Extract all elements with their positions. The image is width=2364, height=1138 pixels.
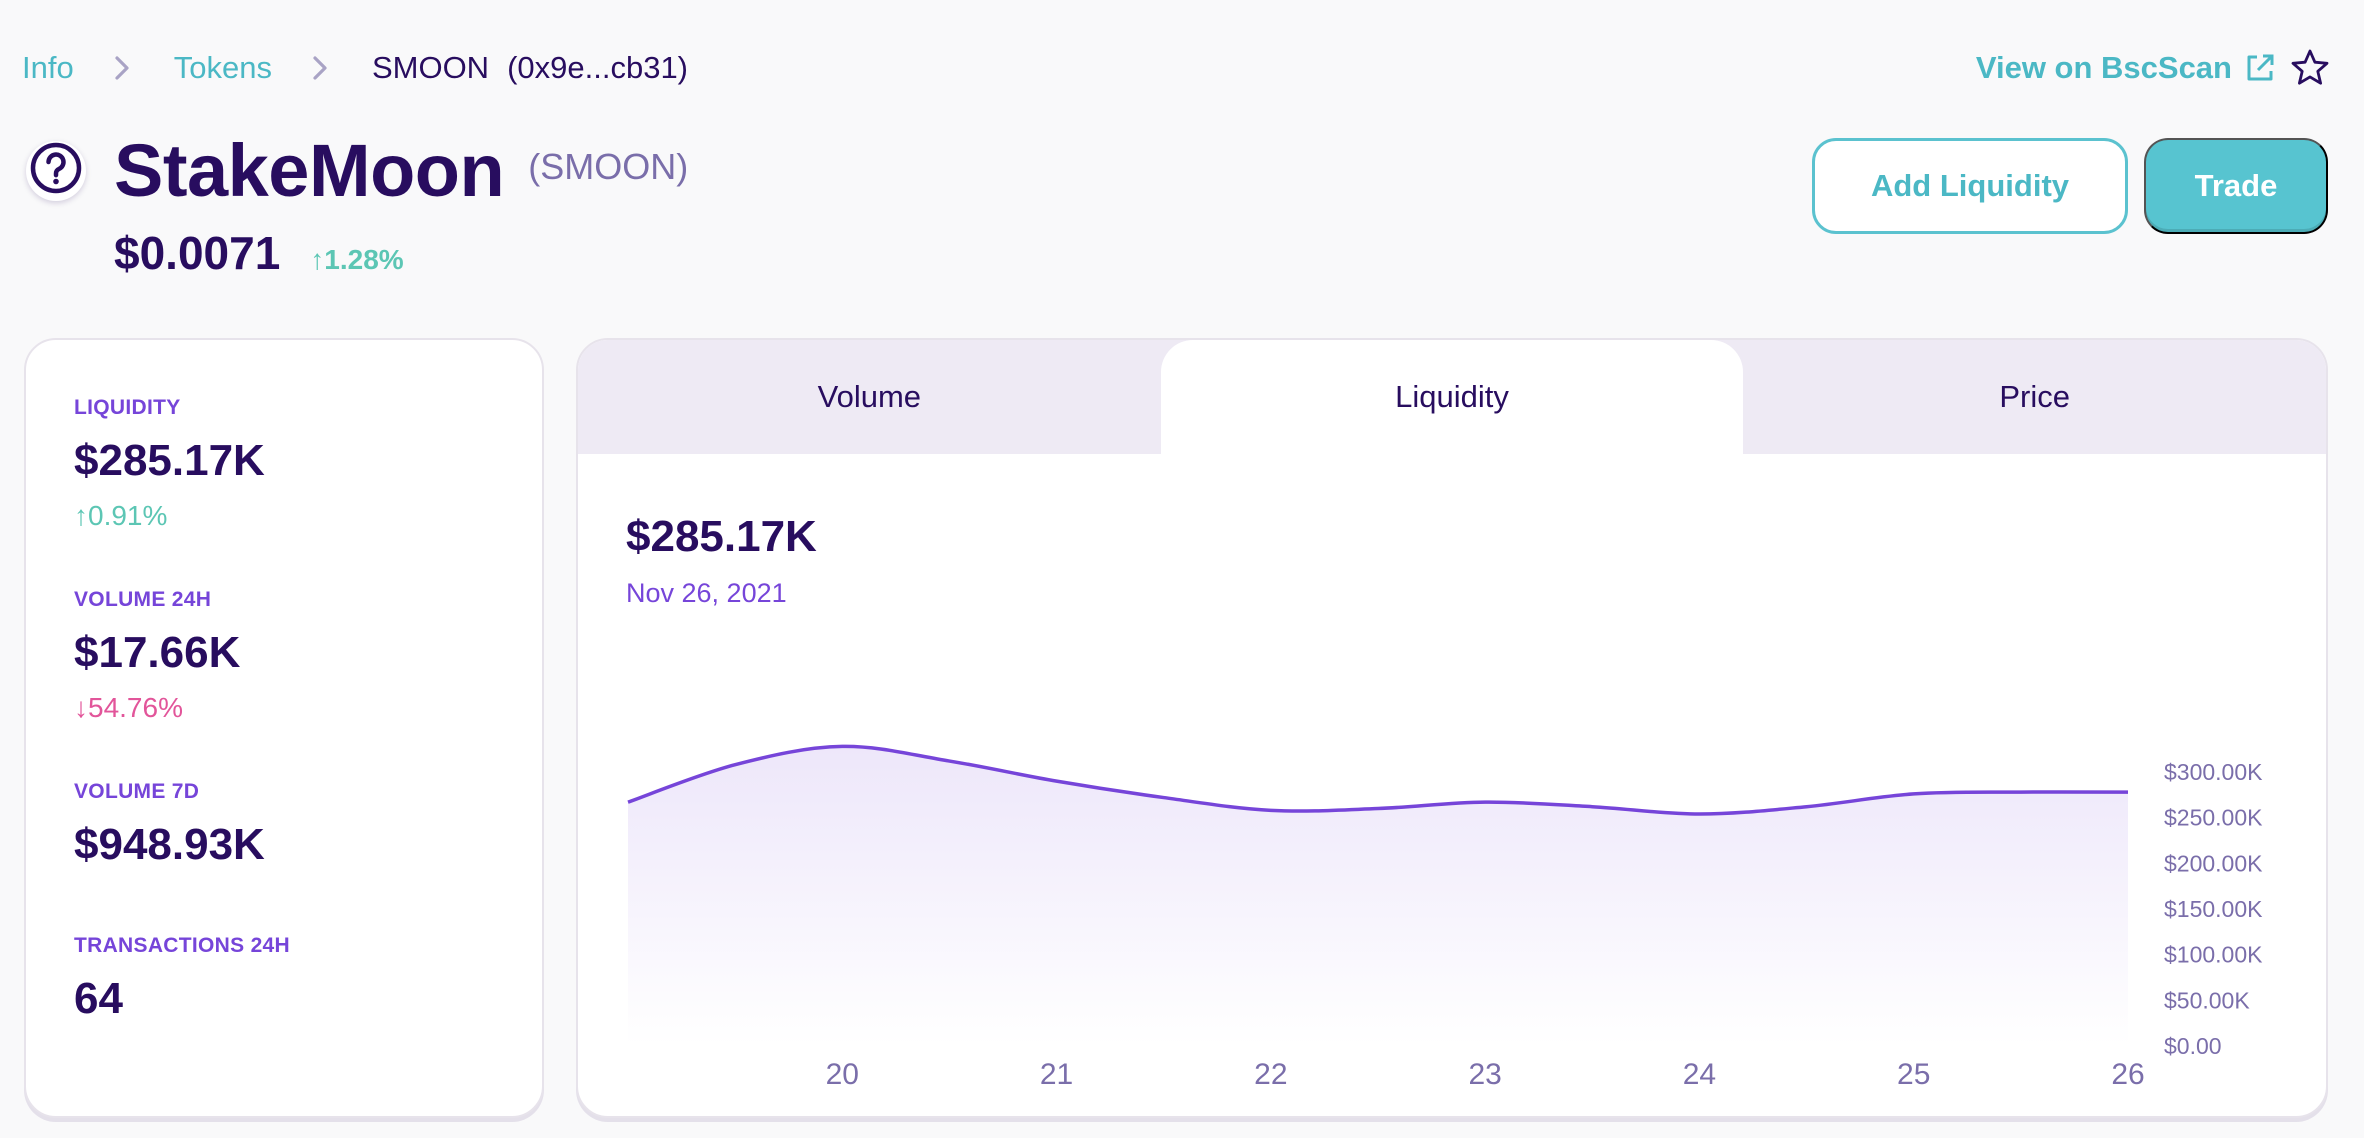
x-tick-label: 25 [1897,1058,1930,1091]
stat-liquidity: LIQUIDITY $285.17K ↑0.91% [74,396,542,532]
stat-transactions-24h-label: TRANSACTIONS 24H [74,934,290,957]
x-tick-label: 24 [1683,1058,1716,1091]
token-header: StakeMoon (SMOON) [26,128,688,213]
breadcrumb-token-address: (0x9e...cb31) [507,50,689,85]
stat-volume-24h-value: $17.66K [74,628,241,677]
breadcrumb-current-token: SMOON [371,50,490,85]
stat-volume-7d: VOLUME 7D $948.93K [74,780,542,870]
view-on-bscscan-label: View on BscScan [1975,50,2232,85]
token-price: $0.0071 [114,227,281,279]
trade-button[interactable]: Trade [2144,138,2328,234]
breadcrumb-tokens-link[interactable]: Tokens [173,50,272,85]
y-tick-label: $0.00 [2164,1033,2222,1059]
token-name: StakeMoon [114,129,505,212]
chart-tabs: Volume Liquidity Price [578,340,2326,454]
token-price-change: ↑1.28% [310,244,404,275]
add-liquidity-button[interactable]: Add Liquidity [1812,138,2128,234]
stat-liquidity-label: LIQUIDITY [74,396,181,419]
stat-transactions-24h: TRANSACTIONS 24H 64 [74,934,542,1024]
x-tick-label: 23 [1468,1058,1501,1091]
token-logo [26,140,86,201]
chevron-right-icon [312,55,328,81]
tab-volume[interactable]: Volume [817,379,922,414]
star-icon[interactable] [2290,48,2330,88]
y-tick-label: $300.00K [2164,759,2263,785]
breadcrumb: Info Tokens SMOON (0x9e...cb31) [22,44,688,92]
stat-volume-24h-change: ↓54.76% [74,692,183,723]
chevron-right-icon [114,55,130,81]
chart-area-fill [628,746,2128,1046]
x-tick-label: 22 [1254,1058,1287,1091]
x-tick-label: 26 [2111,1058,2144,1091]
token-symbol: (SMOON) [528,145,689,187]
stat-liquidity-value: $285.17K [74,436,265,485]
x-tick-label: 20 [826,1058,859,1091]
y-tick-label: $200.00K [2164,850,2263,876]
tab-price[interactable]: Price [1999,379,2070,414]
y-tick-label: $150.00K [2164,896,2263,922]
stat-volume-24h: VOLUME 24H $17.66K ↓54.76% [74,588,542,724]
view-on-bscscan-link[interactable]: View on BscScan [1976,50,2276,86]
token-stats-card: LIQUIDITY $285.17K ↑0.91% VOLUME 24H $17… [24,338,544,1118]
stat-liquidity-change: ↑0.91% [74,500,168,531]
liquidity-chart[interactable]: 20 21 22 23 24 25 26 $0.00 $50.00K $100.00K $150.… [578,340,2328,1118]
external-link-icon [2244,52,2276,84]
chart-card: Volume Liquidity Price 20 21 22 23 24 25 26 $0… [576,338,2328,1118]
token-price-row: $0.0071 ↑1.28% [114,226,404,280]
top-right-actions: View on BscScan [1976,44,2330,92]
y-tick-label: $250.00K [2164,805,2263,831]
chart-current-value: $285.17K [626,512,817,561]
tab-liquidity[interactable]: Liquidity [1160,340,1744,454]
y-tick-label: $50.00K [2164,987,2250,1013]
stat-volume-7d-value: $948.93K [74,820,265,869]
x-tick-label: 21 [1040,1058,1073,1091]
chart-current-date: Nov 26, 2021 [626,578,787,608]
breadcrumb-info-link[interactable]: Info [22,50,74,85]
y-tick-label: $100.00K [2164,942,2263,968]
stat-volume-7d-label: VOLUME 7D [74,780,200,803]
stat-volume-24h-label: VOLUME 24H [74,588,212,611]
chart-series-line [627,744,2129,816]
stat-transactions-24h-value: 64 [74,974,123,1023]
question-mark-icon [29,141,83,200]
